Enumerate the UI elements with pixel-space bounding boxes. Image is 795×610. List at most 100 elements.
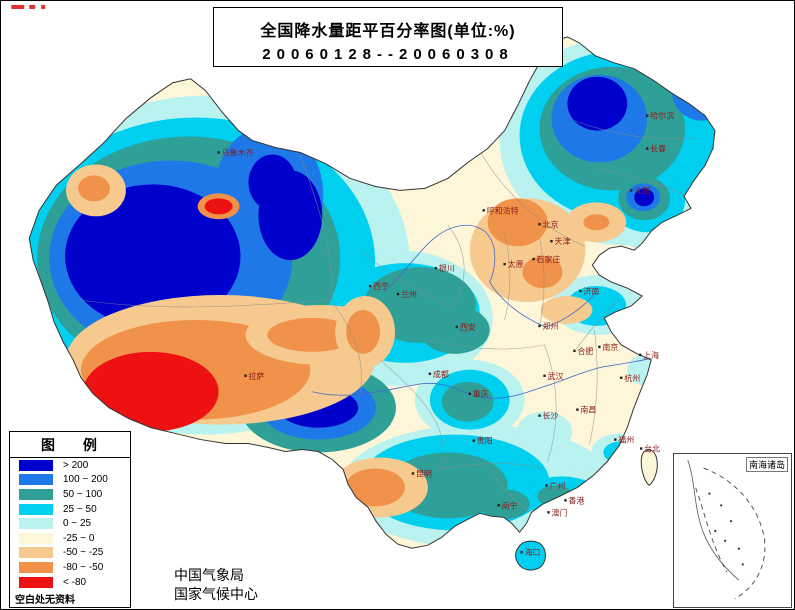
city-label: 南宁: [502, 500, 518, 510]
legend-swatch: [19, 561, 53, 573]
city-dot: [645, 147, 649, 150]
legend-label: -80 ~ -50: [63, 561, 104, 573]
city-dot: [468, 392, 471, 395]
city-label: 上海: [643, 350, 659, 360]
legend-header: 图 例: [10, 432, 130, 458]
city-label: 银川: [439, 263, 455, 273]
city-label: 天津: [554, 236, 570, 246]
map-title: 全国降水量距平百分率图(单位:%): [260, 23, 516, 40]
legend-items: > 200 100 ~ 200 50 ~ 100 25 ~ 50 0 ~ 25 -25 ~…: [10, 458, 130, 589]
hainan-island: [515, 540, 546, 571]
legend-item: 25 ~ 50: [10, 502, 130, 517]
city-dot: [598, 345, 601, 349]
city-dot: [576, 408, 579, 411]
legend-label: 0 ~ 25: [63, 518, 92, 530]
city-label: 拉萨: [248, 371, 264, 381]
city-label: 北京: [543, 219, 559, 229]
city-dot: [538, 414, 541, 417]
legend-swatch: [19, 576, 53, 588]
yellow-river: [383, 224, 596, 328]
legend-label: -50 ~ -25: [63, 547, 104, 559]
inset-label: 南海诸岛: [745, 457, 788, 472]
legend-box: 图 例 > 200 100 ~ 200 50 ~ 100 25 ~ 50 0 ~ 25 -…: [9, 431, 131, 608]
yangtze-river: [312, 358, 650, 399]
city-label: 武汉: [548, 371, 564, 381]
city-label: 重庆: [473, 389, 489, 399]
legend-label: -25 ~ 0: [63, 532, 95, 544]
city-label: 广州: [550, 480, 566, 490]
city-label: 长沙: [543, 411, 559, 421]
island-dots: [708, 492, 745, 566]
city-dot: [217, 151, 220, 154]
city-label: 乌鲁木齐: [222, 147, 254, 157]
city-label: 郑州: [543, 321, 559, 331]
city-dot: [547, 511, 550, 514]
map-date-range: 20060128--20060308: [262, 46, 514, 63]
legend-label: > 200: [63, 459, 89, 471]
city-dot: [503, 262, 506, 266]
city-label: 哈尔滨: [650, 111, 674, 121]
city-dot: [411, 472, 415, 475]
footer-agency: 中国气象局: [174, 567, 244, 583]
legend-item: -80 ~ -50: [10, 560, 130, 575]
city-dot: [244, 374, 247, 377]
city-label: 石家庄: [537, 254, 561, 264]
city-dot: [543, 374, 546, 377]
city-label: 昆明: [416, 469, 432, 478]
city-label: 南京: [602, 342, 618, 352]
city-label: 香港: [568, 495, 584, 505]
legend-item: 50 ~ 100: [10, 487, 130, 502]
china-outline: [28, 36, 716, 549]
legend-swatch: [19, 488, 53, 500]
city-label: 济南: [583, 286, 599, 296]
city-label: 台北: [644, 444, 660, 454]
city-dot: [545, 484, 548, 487]
legend-item: 0 ~ 25: [10, 516, 130, 531]
rivers: [312, 224, 650, 399]
city-dot: [434, 266, 438, 270]
city-label: 福州: [618, 436, 634, 445]
city-label: 南昌: [580, 405, 596, 415]
legend-swatch: [19, 459, 53, 471]
legend-item: < -80: [10, 575, 130, 590]
city-dot: [639, 353, 642, 357]
legend-no-data-note: 空白处无资料: [15, 595, 75, 607]
city-label: 杭州: [624, 373, 640, 383]
city-dot: [520, 550, 523, 554]
legend-item: -50 ~ -25: [10, 546, 130, 561]
city-dot: [620, 376, 623, 379]
city-dot: [640, 447, 643, 450]
corner-artifact: [11, 4, 46, 9]
city-dot: [645, 114, 649, 117]
city-dot: [368, 284, 372, 288]
footer-center: 国家气候中心: [174, 586, 258, 602]
legend-swatch: [19, 474, 53, 486]
legend-swatch: [19, 503, 53, 515]
legend-label: 25 ~ 50: [63, 503, 97, 515]
taiwan-island: [640, 449, 658, 487]
city-label: 西宁: [373, 281, 389, 291]
city-dot: [428, 372, 432, 375]
legend-swatch: [19, 547, 53, 559]
city-label: 沈阳: [634, 185, 650, 195]
city-label: 贵阳: [477, 436, 493, 446]
title-box: 全国降水量距平百分率图(单位:%) 20060128--20060308: [213, 7, 563, 67]
city-dot: [579, 289, 582, 293]
city-label: 海口: [525, 547, 541, 557]
city-label: 太原: [508, 259, 524, 269]
city-dot: [482, 209, 485, 212]
inset-map: [687, 460, 766, 600]
city-label: 兰州: [401, 289, 417, 299]
city-label: 呼和浩特: [487, 205, 519, 215]
city-dot: [630, 189, 633, 192]
city-dot: [472, 439, 475, 442]
city-label: 成都: [433, 369, 449, 379]
legend-swatch: [19, 532, 53, 544]
city-dot: [564, 499, 567, 502]
legend-label: 50 ~ 100: [63, 488, 103, 500]
city-label: 合肥: [577, 346, 593, 356]
city-label: 长春: [650, 144, 666, 154]
legend-swatch: [19, 518, 53, 530]
